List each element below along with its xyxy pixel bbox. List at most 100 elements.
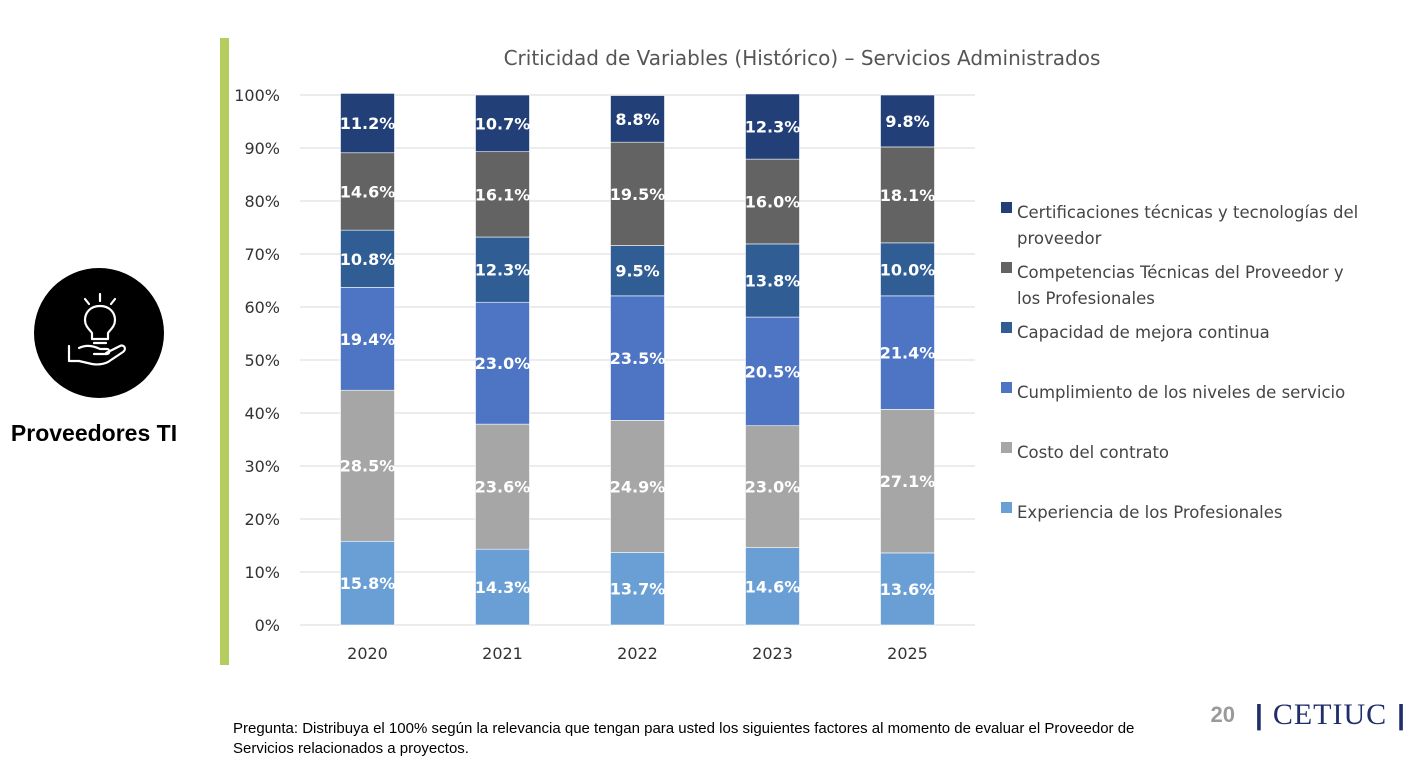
footer-separator: |	[1254, 699, 1263, 730]
data-label: 14.3%	[475, 578, 531, 597]
y-tick-label: 70%	[244, 245, 280, 264]
data-label: 23.6%	[475, 478, 531, 497]
bar-segment	[610, 552, 665, 626]
data-label: 23.0%	[475, 354, 531, 373]
legend-swatch	[1001, 262, 1012, 273]
y-tick-label: 0%	[255, 616, 280, 635]
x-axis-ticks: 2020 2021 2022 2023 2025	[347, 644, 928, 663]
data-label: 20.5%	[745, 362, 801, 381]
legend-label: Experiencia de los Profesionales	[1017, 503, 1283, 522]
bar-segment	[745, 547, 800, 626]
data-label: 9.5%	[615, 262, 659, 281]
data-label: 8.8%	[615, 110, 659, 129]
bar-segment	[745, 158, 800, 245]
bar-segment	[880, 408, 935, 554]
survey-question: Pregunta: Distribuya el 100% según la re…	[233, 720, 1135, 757]
bar-segment	[745, 243, 800, 318]
bar-segment	[610, 95, 665, 143]
y-tick-label: 20%	[244, 510, 280, 529]
x-tick-label: 2025	[887, 644, 928, 663]
legend-label: Certificaciones técnicas y tecnologías d…	[1017, 203, 1358, 222]
data-label: 11.2%	[340, 114, 396, 133]
data-label: 14.6%	[745, 577, 801, 596]
data-label: 16.1%	[475, 185, 531, 204]
data-label: 18.1%	[880, 186, 936, 205]
bar-segment	[610, 245, 665, 297]
data-label: 12.3%	[475, 261, 531, 280]
data-label: 27.1%	[880, 472, 936, 491]
y-tick-label: 100%	[234, 86, 280, 105]
stacked-bar-chart: Criticidad de Variables (Histórico) – Se…	[234, 46, 1358, 663]
bar-segment	[745, 316, 800, 427]
data-label: 13.8%	[745, 272, 801, 291]
x-tick-label: 2020	[347, 644, 388, 663]
bar-segment	[475, 423, 530, 550]
legend-label: Capacidad de mejora continua	[1017, 323, 1270, 342]
bar-segment	[475, 301, 530, 425]
y-tick-label: 60%	[244, 298, 280, 317]
bar-segment	[475, 94, 530, 153]
data-label: 14.6%	[340, 182, 396, 201]
y-axis-ticks: 0% 10% 20% 30% 40% 50% 60% 70% 80% 90% 100%	[234, 86, 280, 635]
data-label: 23.0%	[745, 478, 801, 497]
section-title: Proveedores TI	[10, 420, 178, 446]
data-label: 21.4%	[880, 344, 936, 363]
data-label: 28.5%	[340, 457, 396, 476]
legend-label: Cumplimiento de los niveles de servicio	[1017, 383, 1345, 402]
bar-segment	[880, 94, 935, 148]
legend-swatch	[1001, 382, 1012, 393]
data-label: 15.8%	[340, 574, 396, 593]
x-tick-label: 2023	[752, 644, 793, 663]
bar-segment	[340, 152, 395, 231]
footer: 20 | CETIUC |	[1211, 698, 1416, 732]
chart-title: Criticidad de Variables (Histórico) – Se…	[504, 46, 1101, 70]
section-icon-badge	[34, 268, 164, 398]
data-label: 10.8%	[340, 250, 396, 269]
legend-label: proveedor	[1017, 229, 1102, 248]
bar-segment	[475, 548, 530, 626]
bar-segment	[610, 420, 665, 553]
bar-segment	[475, 151, 530, 238]
bars: 15.8% 28.5% 19.4% 10.8% 14.6% 11.2% 14.3% 23.6%…	[340, 93, 936, 626]
y-tick-label: 50%	[244, 351, 280, 370]
bar-segment	[610, 141, 665, 246]
legend-swatch	[1001, 322, 1012, 333]
bar-segment	[340, 93, 395, 154]
legend-swatch	[1001, 202, 1012, 213]
y-tick-label: 40%	[244, 404, 280, 423]
lightbulb-hand-icon	[67, 292, 126, 366]
y-tick-label: 80%	[244, 192, 280, 211]
data-label: 13.7%	[610, 580, 666, 599]
y-tick-label: 90%	[244, 139, 280, 158]
bar-segment	[880, 552, 935, 626]
page-number: 20	[1210, 702, 1235, 727]
x-tick-label: 2021	[482, 644, 523, 663]
data-label: 9.8%	[885, 112, 929, 131]
legend: Certificaciones técnicas y tecnologías d…	[1001, 202, 1358, 522]
accent-bar	[220, 38, 229, 665]
legend-swatch	[1001, 502, 1012, 513]
bar-segment	[880, 295, 935, 410]
bar-segment	[340, 229, 395, 288]
bar-segment	[340, 389, 395, 542]
data-label: 19.5%	[610, 185, 666, 204]
legend-label: Costo del contrato	[1017, 443, 1169, 462]
y-tick-label: 30%	[244, 457, 280, 476]
data-label: 24.9%	[610, 477, 666, 496]
data-label: 13.6%	[880, 580, 936, 599]
data-label: 23.5%	[610, 349, 666, 368]
bar-segment	[745, 425, 800, 548]
bar-segment	[610, 295, 665, 421]
x-tick-label: 2022	[617, 644, 658, 663]
data-label: 12.3%	[745, 118, 801, 137]
bar-segment	[880, 146, 935, 244]
data-label: 16.0%	[745, 193, 801, 212]
data-label: 10.7%	[475, 114, 531, 133]
y-tick-label: 10%	[244, 563, 280, 582]
footer-separator-end: |	[1397, 699, 1405, 730]
legend-label: Competencias Técnicas del Proveedor y	[1017, 263, 1344, 282]
bar-segment	[745, 93, 800, 160]
data-label: 19.4%	[340, 330, 396, 349]
brand-logo-text: CETIUC	[1272, 698, 1388, 731]
bar-segment	[340, 540, 395, 626]
